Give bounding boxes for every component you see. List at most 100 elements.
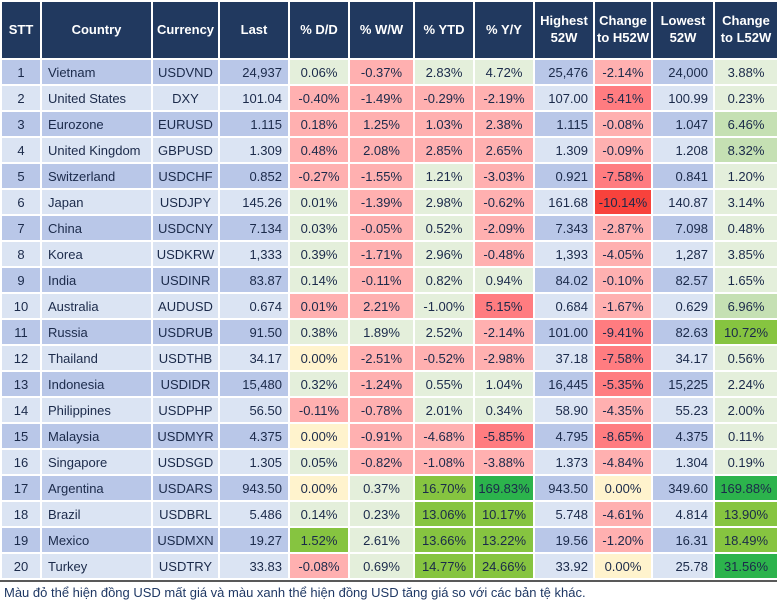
- table-row: 19 Mexico USDMXN 19.27 1.52% 2.61% 13.66% 13.22…: [0, 526, 777, 554]
- cell-last: 1.115: [218, 110, 290, 138]
- cell-country: China: [40, 214, 153, 242]
- cell-currency: USDARS: [151, 474, 220, 502]
- cell-yy: 5.15%: [473, 292, 535, 320]
- cell-low52: 55.23: [651, 396, 715, 424]
- cell-last: 5.486: [218, 500, 290, 528]
- cell-yy: 10.17%: [473, 500, 535, 528]
- cell-stt: 4: [0, 136, 42, 164]
- cell-country: United States: [40, 84, 153, 112]
- cell-country: Mexico: [40, 526, 153, 554]
- cell-currency: USDTRY: [151, 552, 220, 580]
- cell-ww: -1.24%: [348, 370, 415, 398]
- cell-chg_l52: 6.96%: [713, 292, 777, 320]
- cell-ytd: -4.68%: [413, 422, 475, 450]
- column-header-ww: % W/W: [348, 0, 415, 60]
- cell-chg_h52: -2.87%: [593, 214, 653, 242]
- cell-high52: 0.684: [533, 292, 595, 320]
- cell-last: 0.674: [218, 292, 290, 320]
- cell-high52: 7.343: [533, 214, 595, 242]
- cell-high52: 107.00: [533, 84, 595, 112]
- cell-last: 145.26: [218, 188, 290, 216]
- cell-ww: 0.37%: [348, 474, 415, 502]
- cell-ww: -1.39%: [348, 188, 415, 216]
- cell-last: 4.375: [218, 422, 290, 450]
- cell-dd: 0.03%: [288, 214, 350, 242]
- cell-chg_l52: 0.48%: [713, 214, 777, 242]
- cell-low52: 4.375: [651, 422, 715, 450]
- table-row: 17 Argentina USDARS 943.50 0.00% 0.37% 16.70% 1…: [0, 474, 777, 502]
- cell-chg_l52: 2.00%: [713, 396, 777, 424]
- cell-last: 15,480: [218, 370, 290, 398]
- cell-stt: 10: [0, 292, 42, 320]
- cell-low52: 4.814: [651, 500, 715, 528]
- cell-chg_l52: 8.32%: [713, 136, 777, 164]
- table-row: 3 Eurozone EURUSD 1.115 0.18% 1.25% 1.03% 2.38%…: [0, 110, 777, 138]
- table-row: 8 Korea USDKRW 1,333 0.39% -1.71% 2.96% -0.48% 1…: [0, 240, 777, 268]
- table-row: 18 Brazil USDBRL 5.486 0.14% 0.23% 13.06% 10.17…: [0, 500, 777, 528]
- cell-chg_l52: 10.72%: [713, 318, 777, 346]
- cell-yy: -5.85%: [473, 422, 535, 450]
- table-row: 20 Turkey USDTRY 33.83 -0.08% 0.69% 14.77% 24.6…: [0, 552, 777, 580]
- table-row: 14 Philippines USDPHP 56.50 -0.11% -0.78% 2.01…: [0, 396, 777, 424]
- cell-stt: 6: [0, 188, 42, 216]
- table-row: 10 Australia AUDUSD 0.674 0.01% 2.21% -1.00% 5.…: [0, 292, 777, 320]
- cell-chg_h52: -8.65%: [593, 422, 653, 450]
- cell-currency: USDCNY: [151, 214, 220, 242]
- cell-yy: -2.14%: [473, 318, 535, 346]
- cell-dd: 0.14%: [288, 500, 350, 528]
- cell-chg_h52: -1.20%: [593, 526, 653, 554]
- cell-stt: 18: [0, 500, 42, 528]
- cell-chg_l52: 3.14%: [713, 188, 777, 216]
- cell-high52: 5.748: [533, 500, 595, 528]
- column-header-chg_l52: Change to L52W: [713, 0, 777, 60]
- cell-stt: 15: [0, 422, 42, 450]
- cell-chg_h52: -4.61%: [593, 500, 653, 528]
- cell-ytd: 0.55%: [413, 370, 475, 398]
- cell-chg_h52: 0.00%: [593, 474, 653, 502]
- table-row: 5 Switzerland USDCHF 0.852 -0.27% -1.55% 1.21%…: [0, 162, 777, 190]
- cell-country: Vietnam: [40, 58, 153, 86]
- cell-chg_h52: -4.35%: [593, 396, 653, 424]
- table-row: 1 Vietnam USDVND 24,937 0.06% -0.37% 2.83% 4.72…: [0, 58, 777, 86]
- cell-yy: 0.34%: [473, 396, 535, 424]
- cell-low52: 7.098: [651, 214, 715, 242]
- cell-dd: 0.05%: [288, 448, 350, 476]
- fx-table: STT Country Currency Last% D/D% W/W% YTD% Y…: [0, 0, 777, 580]
- column-header-dd: % D/D: [288, 0, 350, 60]
- cell-ww: 0.69%: [348, 552, 415, 580]
- cell-ytd: -1.00%: [413, 292, 475, 320]
- cell-currency: USDMYR: [151, 422, 220, 450]
- cell-ww: -1.55%: [348, 162, 415, 190]
- cell-stt: 14: [0, 396, 42, 424]
- cell-dd: 1.52%: [288, 526, 350, 554]
- cell-country: Australia: [40, 292, 153, 320]
- cell-ytd: 16.70%: [413, 474, 475, 502]
- cell-stt: 19: [0, 526, 42, 554]
- cell-ww: 2.21%: [348, 292, 415, 320]
- cell-chg_h52: -1.67%: [593, 292, 653, 320]
- cell-country: Indonesia: [40, 370, 153, 398]
- cell-dd: 0.38%: [288, 318, 350, 346]
- cell-ww: -0.05%: [348, 214, 415, 242]
- table-row: 11 Russia USDRUB 91.50 0.38% 1.89% 2.52% -2.14%…: [0, 318, 777, 346]
- table-row: 15 Malaysia USDMYR 4.375 0.00% -0.91% -4.68% -5…: [0, 422, 777, 450]
- cell-ytd: 0.82%: [413, 266, 475, 294]
- cell-yy: 4.72%: [473, 58, 535, 86]
- column-header-currency: Currency: [151, 0, 220, 60]
- cell-low52: 140.87: [651, 188, 715, 216]
- cell-low52: 349.60: [651, 474, 715, 502]
- cell-last: 7.134: [218, 214, 290, 242]
- cell-stt: 8: [0, 240, 42, 268]
- cell-dd: 0.00%: [288, 422, 350, 450]
- cell-stt: 12: [0, 344, 42, 372]
- cell-chg_l52: 3.88%: [713, 58, 777, 86]
- cell-chg_h52: -7.58%: [593, 344, 653, 372]
- cell-ww: 2.08%: [348, 136, 415, 164]
- cell-country: Argentina: [40, 474, 153, 502]
- cell-ytd: 0.52%: [413, 214, 475, 242]
- cell-dd: 0.06%: [288, 58, 350, 86]
- cell-chg_l52: 1.20%: [713, 162, 777, 190]
- cell-low52: 0.841: [651, 162, 715, 190]
- cell-chg_h52: 0.00%: [593, 552, 653, 580]
- cell-low52: 1.047: [651, 110, 715, 138]
